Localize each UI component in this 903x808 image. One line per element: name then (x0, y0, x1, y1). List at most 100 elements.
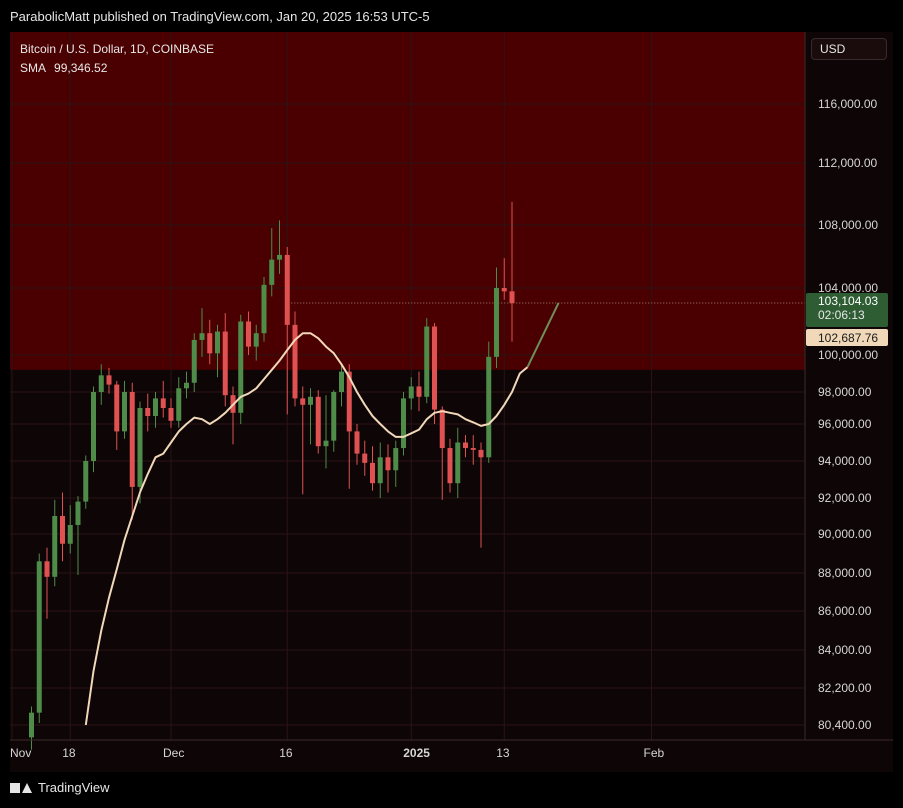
candle-body (75, 501, 81, 525)
sma-label: SMA (20, 61, 47, 75)
candle-body (432, 326, 437, 410)
sma-price-badge (806, 329, 888, 347)
candle (230, 386, 236, 445)
time-axis[interactable]: Nov 18 Dec 16 2025 13 Feb (10, 746, 665, 760)
candle-body (463, 442, 468, 449)
candle (44, 547, 50, 619)
candle (253, 324, 259, 361)
time-tick-label: 13 (496, 746, 510, 760)
candle-body (331, 392, 337, 441)
candle-body (191, 339, 197, 383)
candle (401, 392, 406, 456)
candle (129, 382, 135, 520)
candle (114, 380, 120, 450)
candle (91, 386, 96, 473)
candle-body (145, 408, 151, 416)
candle-body (300, 398, 306, 405)
candle (408, 377, 414, 410)
candle (486, 341, 492, 463)
candle (75, 496, 81, 575)
candle (455, 427, 461, 498)
price-tick-label: 112,000.00 (818, 156, 877, 170)
price-tick-label: 86,000.00 (818, 604, 872, 618)
candle (60, 492, 65, 562)
candle-body (486, 356, 492, 458)
candle-body (339, 371, 344, 392)
candle-body (478, 449, 484, 458)
candle (153, 392, 158, 428)
candle-body (292, 324, 298, 399)
candle (308, 388, 313, 445)
candle-body (168, 408, 174, 421)
candle-body (153, 398, 158, 416)
candle-body (246, 321, 251, 347)
chart-legend: Bitcoin / U.S. Dollar, 1D, COINBASE SMA 9… (20, 40, 214, 78)
candle (246, 311, 251, 355)
candle (122, 380, 127, 439)
candle (292, 311, 298, 407)
price-axis[interactable]: 116,000.00 112,000.00 108,000.00 104,000.00… (818, 97, 878, 732)
currency-selector[interactable]: USD (811, 38, 887, 60)
candle-body (362, 453, 368, 463)
price-tick-label: 96,000.00 (818, 417, 872, 431)
chart-frame[interactable]: 116,000.00 112,000.00 108,000.00 104,000.00… (10, 32, 893, 772)
candle-body (424, 326, 430, 397)
candle-body (261, 284, 267, 334)
candle (160, 380, 166, 418)
candle-body (385, 457, 391, 471)
candle (385, 444, 391, 493)
candle-body (346, 371, 352, 432)
candle-body (215, 331, 220, 354)
price-tick-label: 100,000.00 (818, 348, 878, 362)
sma-value: 99,346.52 (54, 61, 108, 75)
candle-body (199, 333, 205, 340)
candle-body (176, 388, 182, 421)
candle-body (122, 392, 127, 432)
candle-body (439, 409, 445, 449)
time-tick-label: 2025 (403, 746, 430, 760)
candle-body (238, 321, 244, 413)
price-tick-label: 104,000.00 (818, 281, 878, 295)
candle (362, 440, 368, 476)
price-badges: 103,104.03 02:06:13 102,687.76 (806, 293, 888, 347)
candle (269, 228, 275, 297)
candle-body (494, 288, 499, 357)
candle-body (323, 440, 329, 447)
candle-body (184, 382, 189, 389)
candle (470, 435, 476, 465)
candle (377, 442, 383, 498)
price-tick-label: 82,200.00 (818, 681, 872, 695)
candle (439, 406, 445, 500)
candle-body (83, 461, 89, 502)
candle (323, 395, 329, 469)
candle (416, 371, 422, 412)
publisher-line: ParabolicMatt published on TradingView.c… (10, 9, 430, 24)
candle-body (277, 254, 282, 260)
candle (215, 324, 220, 378)
candle-body (455, 442, 461, 484)
candle (354, 424, 360, 465)
candle-body (370, 462, 375, 484)
candle (300, 386, 306, 495)
candle (393, 440, 399, 487)
plot-layer (29, 201, 805, 750)
candle (339, 364, 344, 407)
trend-projection-line (526, 302, 560, 368)
candle-body (408, 386, 414, 399)
sma-line (84, 332, 529, 726)
candle-body (509, 291, 515, 304)
tradingview-logo-icon (10, 781, 32, 795)
candle (52, 499, 58, 587)
candle-body (160, 398, 166, 408)
grid-layer (10, 32, 805, 740)
currency-label: USD (820, 42, 846, 56)
chart-svg[interactable]: 116,000.00 112,000.00 108,000.00 104,000.00… (10, 32, 893, 772)
candle-body (354, 431, 360, 454)
candle (509, 201, 515, 342)
candle-body (91, 392, 96, 461)
candle-body (67, 525, 73, 544)
candle (176, 377, 182, 428)
price-tick-label: 116,000.00 (818, 97, 877, 111)
candle (478, 442, 484, 548)
price-tick-label: 94,000.00 (818, 454, 872, 468)
